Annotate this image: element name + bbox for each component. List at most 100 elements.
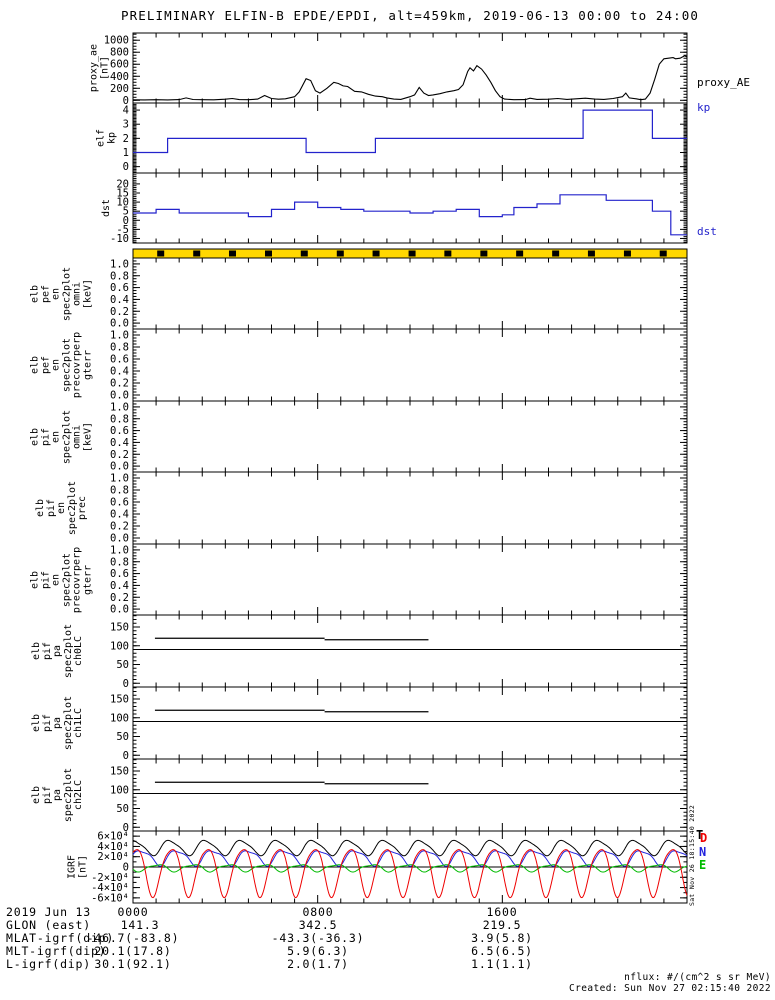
ytick-label: 0.8 [110,485,129,497]
ytick-label: 0.4 [110,509,129,521]
ytick-label: 0 [123,678,129,690]
panel-elb_pif_pa_spec2plot_ch2LC: 150 100 50 0 [110,758,688,834]
ylabel-elb_pef_en_spec2plot_omni: elb pef en spec2plot omni [keV] [29,266,94,321]
ytick-label: 4×10⁴ [97,841,129,853]
series-label-dst: dst [697,225,717,238]
ytick-label: 1.0 [110,401,129,413]
ytick-label: 0.4 [110,366,129,378]
mlt-0: 20.1(17.8) [94,944,172,958]
ytick-label: 0.0 [110,318,129,330]
ytick-label: 0.0 [110,604,129,616]
panel-elf_kp: 0 1 2 3 4 [123,102,688,174]
ytick-label: 3 [123,119,129,131]
ytick-label: 150 [110,622,129,634]
ylabel-elb_pif_en_spec2plot_prec: elb pif en spec2plot prec [34,480,88,536]
ylabel-dst: dst [101,198,113,218]
ytick-label: 0.6 [110,497,129,509]
created-timestamp: Created: Sun Nov 27 02:15:40 2022 [569,983,771,994]
ytick-label: 0.8 [110,413,129,425]
ytick-label: 0.6 [110,568,129,580]
ylabel-elb_pif_en_spec2plot_precovrperp_gterr: elb pif en spec2plot precovrperp gterr [29,546,94,613]
ytick-label: 0 [123,862,129,874]
ytick-label: 1.0 [110,330,129,342]
ytick-label: 0.0 [110,390,129,402]
ytick-label: 150 [110,694,129,706]
ytick-label: 600 [110,59,129,71]
mlat-1: -43.3(-36.3) [271,931,365,945]
ytick-label: 5 [123,206,129,218]
ytick-label: 50 [116,803,129,815]
panel-elb_pif_en_spec2plot_prec: 1.00.80.60.40.20.0 [110,471,688,545]
ytick-label: 0.2 [110,521,129,533]
panel-elb_pef_en_spec2plot_precovrperp_gterr: 1.00.80.60.40.20.0 [110,328,688,402]
igrf-trace-N [132,850,688,867]
ytick-label: 0.6 [110,425,129,437]
igrf-legend-t: T [696,828,704,842]
trace-elf_kp [133,109,687,154]
igrf-trace-E [132,864,688,873]
ytick-label: 0 [123,161,129,173]
glon-0: 141.3 [120,918,160,932]
mlt-2: 6.5(6.5) [471,944,533,958]
axis-row-label: GLON (east) [6,918,91,932]
igrf-legend-d: D [700,831,708,845]
trace-dst [133,194,687,236]
igrf-legend-e: E [699,858,707,872]
ytick-label: 50 [116,731,129,743]
ylabel-elb_pif_pa_spec2plot_ch2LC: elb pif pa spec2plot ch2LC [30,767,84,823]
ytick-label: 0.6 [110,282,129,294]
ytick-label: 1.0 [110,258,129,270]
ytick-label: -6×10⁴ [91,892,129,904]
panel-elb_pif_pa_spec2plot_ch0LC: 150 100 50 0 [110,614,688,690]
ytick-label: 100 [110,712,129,724]
panel-elb_pif_en_spec2plot_precovrperp_gterr: 1.00.80.60.40.20.0 [110,543,688,616]
ytick-label: -4×10⁴ [91,882,129,894]
ylabel-proxy_ae: proxy_ae [nT] [88,43,111,93]
ytick-label: 0.4 [110,294,129,306]
ytick-label: 0 [123,95,129,107]
lshell-1: 2.0(1.7) [287,957,349,971]
ytick-label: 100 [110,784,129,796]
ytick-label: 0.0 [110,533,129,545]
ytick-label: 0 [123,215,129,227]
tick-time-1: 0800 [302,905,334,919]
axis-row-label: 2019 Jun 13 [6,905,91,919]
igrf-trace-D [132,849,688,899]
lshell-2: 1.1(1.1) [471,957,533,971]
ytick-label: 1.0 [110,473,129,485]
ytick-label: -10 [110,233,129,245]
ytick-label: 400 [110,71,129,83]
ylabel-elb_pif_pa_spec2plot_ch1LC: elb pif pa spec2plot ch1LC [30,695,84,751]
panel-elb_pef_en_spec2plot_omni: 1.00.80.60.40.20.0 [110,257,688,330]
mlt-1: 5.9(6.3) [287,944,349,958]
ytick-label: 0.8 [110,270,129,282]
ytick-label: 1000 [104,35,129,47]
ylabel-igrf: IGRF [nT] [66,854,89,880]
tick-time-0: 0000 [117,905,149,919]
glon-2: 219.5 [482,918,522,932]
ytick-label: 200 [110,83,129,95]
ytick-label: 1.0 [110,544,129,556]
side-timestamp: Sat Nov 26 18:15:40 2022 [688,804,696,906]
ytick-label: 0.4 [110,437,129,449]
ytick-label: 0 [123,750,129,762]
lshell-0: 30.1(92.1) [94,957,172,971]
ytick-label: 2×10⁴ [97,851,129,863]
mlat-0: -46.7(-83.8) [86,931,180,945]
ytick-label: 0.0 [110,461,129,473]
ytick-label: -2×10⁴ [91,872,129,884]
ytick-label: 0.2 [110,592,129,604]
ytick-label: 800 [110,47,129,59]
ytick-label: 150 [110,766,129,778]
ytick-label: 0.2 [110,449,129,461]
ylabel-elb_pif_pa_spec2plot_ch0LC: elb pif pa spec2plot ch0LC [30,623,84,679]
trace-proxy_ae [132,55,688,101]
axis-row-label: L-igrf(dip) [6,957,91,971]
igrf-trace-T [132,839,688,857]
mlat-2: 3.9(5.8) [471,931,533,945]
ytick-label: 0.8 [110,556,129,568]
series-label-proxy-ae: proxy_AE [697,76,750,89]
